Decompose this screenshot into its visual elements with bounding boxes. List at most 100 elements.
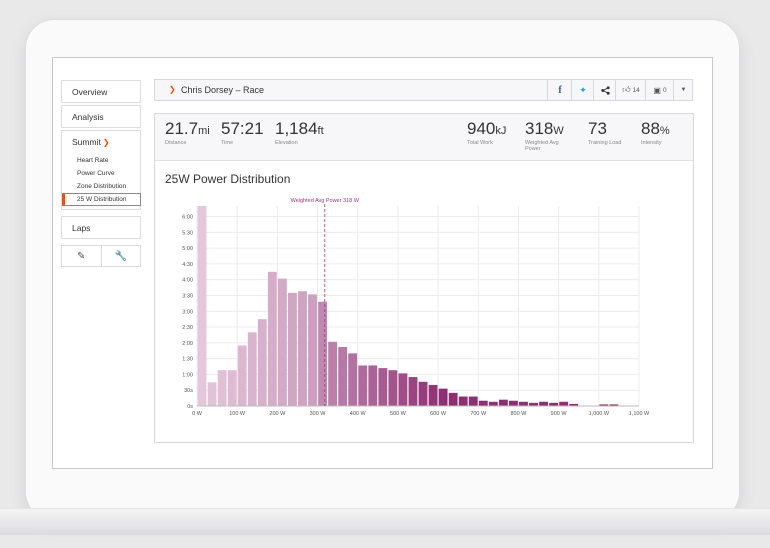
histogram-bar [197, 206, 207, 406]
histogram-bar [458, 396, 468, 406]
stat-value: 73 [588, 119, 607, 138]
stats-bar: 21.7mi Distance 57:21 Time 1,184ft Eleva… [155, 114, 693, 161]
histogram-bar [368, 365, 378, 406]
stat-value: 318 [525, 119, 554, 138]
x-tick-label: 300 W [310, 411, 327, 417]
stat-label: Distance [165, 140, 187, 146]
histogram-bar [338, 347, 348, 406]
y-tick-label: 4:30 [182, 262, 193, 268]
screen: Overview Analysis Summit ❯ Heart Rate Pow… [52, 57, 713, 469]
x-tick-label: 200 W [269, 411, 286, 417]
y-tick-label: 5:00 [182, 246, 193, 252]
laptop-base [0, 508, 770, 535]
histogram-bar [599, 404, 609, 406]
stat-unit: mi [198, 125, 210, 137]
histogram-bar [257, 319, 267, 406]
x-tick-label: 700 W [470, 411, 487, 417]
sidebar-subitem-25w-distribution[interactable]: 25 W Distribution [62, 193, 141, 206]
chart-title: 25W Power Distribution [165, 172, 291, 186]
histogram-bar [318, 301, 327, 406]
histogram-bar [448, 392, 458, 406]
histogram-bar [388, 370, 398, 406]
chevron-down-icon: ▼ [680, 87, 687, 93]
share-icon [600, 85, 610, 95]
kudos-count: 14 [632, 86, 640, 94]
pencil-icon: ✎ [77, 250, 86, 262]
share-button[interactable] [593, 80, 616, 100]
activity-header: ❯ Chris Dorsey – Race f ✦ 👍︎ 14 ▣ 0 ▼ [154, 79, 693, 101]
x-tick-label: 1,000 W [589, 411, 610, 417]
histogram-bar [288, 292, 297, 406]
histogram-bar [539, 401, 548, 406]
sidebar-item-laps[interactable]: Laps [61, 216, 141, 239]
histogram-bar [398, 373, 408, 406]
histogram-bar [609, 404, 619, 406]
stat-value: 57:21 [221, 119, 264, 138]
sidebar-subitem-zone-distribution[interactable]: Zone Distribution [77, 183, 127, 190]
sidebar-subitem-power-curve[interactable]: Power Curve [77, 170, 115, 177]
histogram-bar [418, 381, 428, 406]
histogram-bar [247, 332, 257, 406]
facebook-share-button[interactable]: f [547, 80, 572, 100]
histogram-bar [408, 377, 418, 406]
y-tick-label: 1:30 [182, 357, 193, 363]
histogram-bar [468, 396, 478, 406]
stat-intensity: 88% Intensity [641, 119, 670, 146]
histogram-bar [509, 400, 518, 406]
sidebar-item-summit[interactable]: Summit ❯ [62, 137, 140, 147]
histogram-bar [308, 294, 317, 406]
y-tick-label: 0s [187, 404, 193, 410]
histogram-bar [358, 365, 368, 406]
more-options-button[interactable]: ▼ [673, 80, 693, 100]
histogram-bar [428, 384, 438, 406]
sidebar-item-summit-label: Summit [72, 137, 101, 147]
stat-unit: ft [317, 125, 324, 137]
y-tick-label: 1:00 [182, 372, 193, 378]
histogram-bar [478, 400, 488, 406]
stat-weighted-avg-power: 318W Weighted Avg Power [525, 119, 569, 152]
sidebar-item-overview[interactable]: Overview [61, 80, 141, 103]
x-tick-label: 800 W [511, 411, 528, 417]
stat-unit: W [553, 125, 564, 137]
stat-value: 940 [467, 119, 496, 138]
stat-value: 1,184 [275, 119, 318, 138]
comment-button[interactable]: ▣ 0 [645, 80, 674, 100]
stat-label: Total Work [467, 140, 493, 146]
histogram-bar [348, 353, 358, 406]
histogram-bar [498, 399, 508, 406]
stat-total-work: 940kJ Total Work [467, 119, 506, 146]
histogram-bar [267, 271, 277, 406]
y-tick-label: 30s [184, 388, 193, 394]
stat-label: Intensity [641, 140, 662, 146]
power-distribution-chart: 0s 30s 1:00 1:30 2:00 2:30 3:00 3:30 4:00 4:30 5:0… [182, 198, 650, 417]
sidebar-group-summit: Summit ❯ Heart Rate Power Curve Zone Dist… [61, 130, 141, 210]
kudos-button[interactable]: 👍︎ 14 [615, 80, 646, 100]
histogram-bar [569, 403, 579, 406]
histogram-bar [549, 402, 559, 406]
x-tick-label: 400 W [350, 411, 367, 417]
settings-button[interactable]: 🔧 [100, 245, 141, 267]
sidebar: Overview Analysis Summit ❯ Heart Rate Pow… [61, 80, 141, 267]
x-tick-label: 100 W [229, 411, 246, 417]
analysis-panel: 21.7mi Distance 57:21 Time 1,184ft Eleva… [154, 113, 694, 443]
histogram-bar [559, 401, 569, 406]
y-tick-label: 3:30 [182, 293, 193, 299]
twitter-icon: ✦ [579, 84, 587, 95]
stat-distance: 21.7mi Distance [165, 119, 210, 146]
histogram-bar [529, 402, 538, 406]
twitter-share-button[interactable]: ✦ [571, 80, 594, 100]
histogram-bar [298, 291, 307, 406]
weighted-avg-power-label: Weighted Avg Power 318 W [291, 198, 360, 204]
edit-button[interactable]: ✎ [61, 245, 102, 267]
histogram-bar [227, 370, 237, 406]
x-tick-label: 500 W [390, 411, 407, 417]
histogram-bar [519, 401, 528, 406]
stat-value: 88 [641, 119, 660, 138]
sidebar-item-analysis[interactable]: Analysis [61, 105, 141, 128]
comment-count: 0 [662, 86, 667, 94]
wrench-icon: 🔧 [114, 250, 127, 262]
histogram-bar [328, 341, 338, 406]
sidebar-subitem-heart-rate[interactable]: Heart Rate [77, 157, 109, 164]
stat-time: 57:21 Time [221, 119, 264, 146]
histogram-bar [277, 278, 287, 406]
